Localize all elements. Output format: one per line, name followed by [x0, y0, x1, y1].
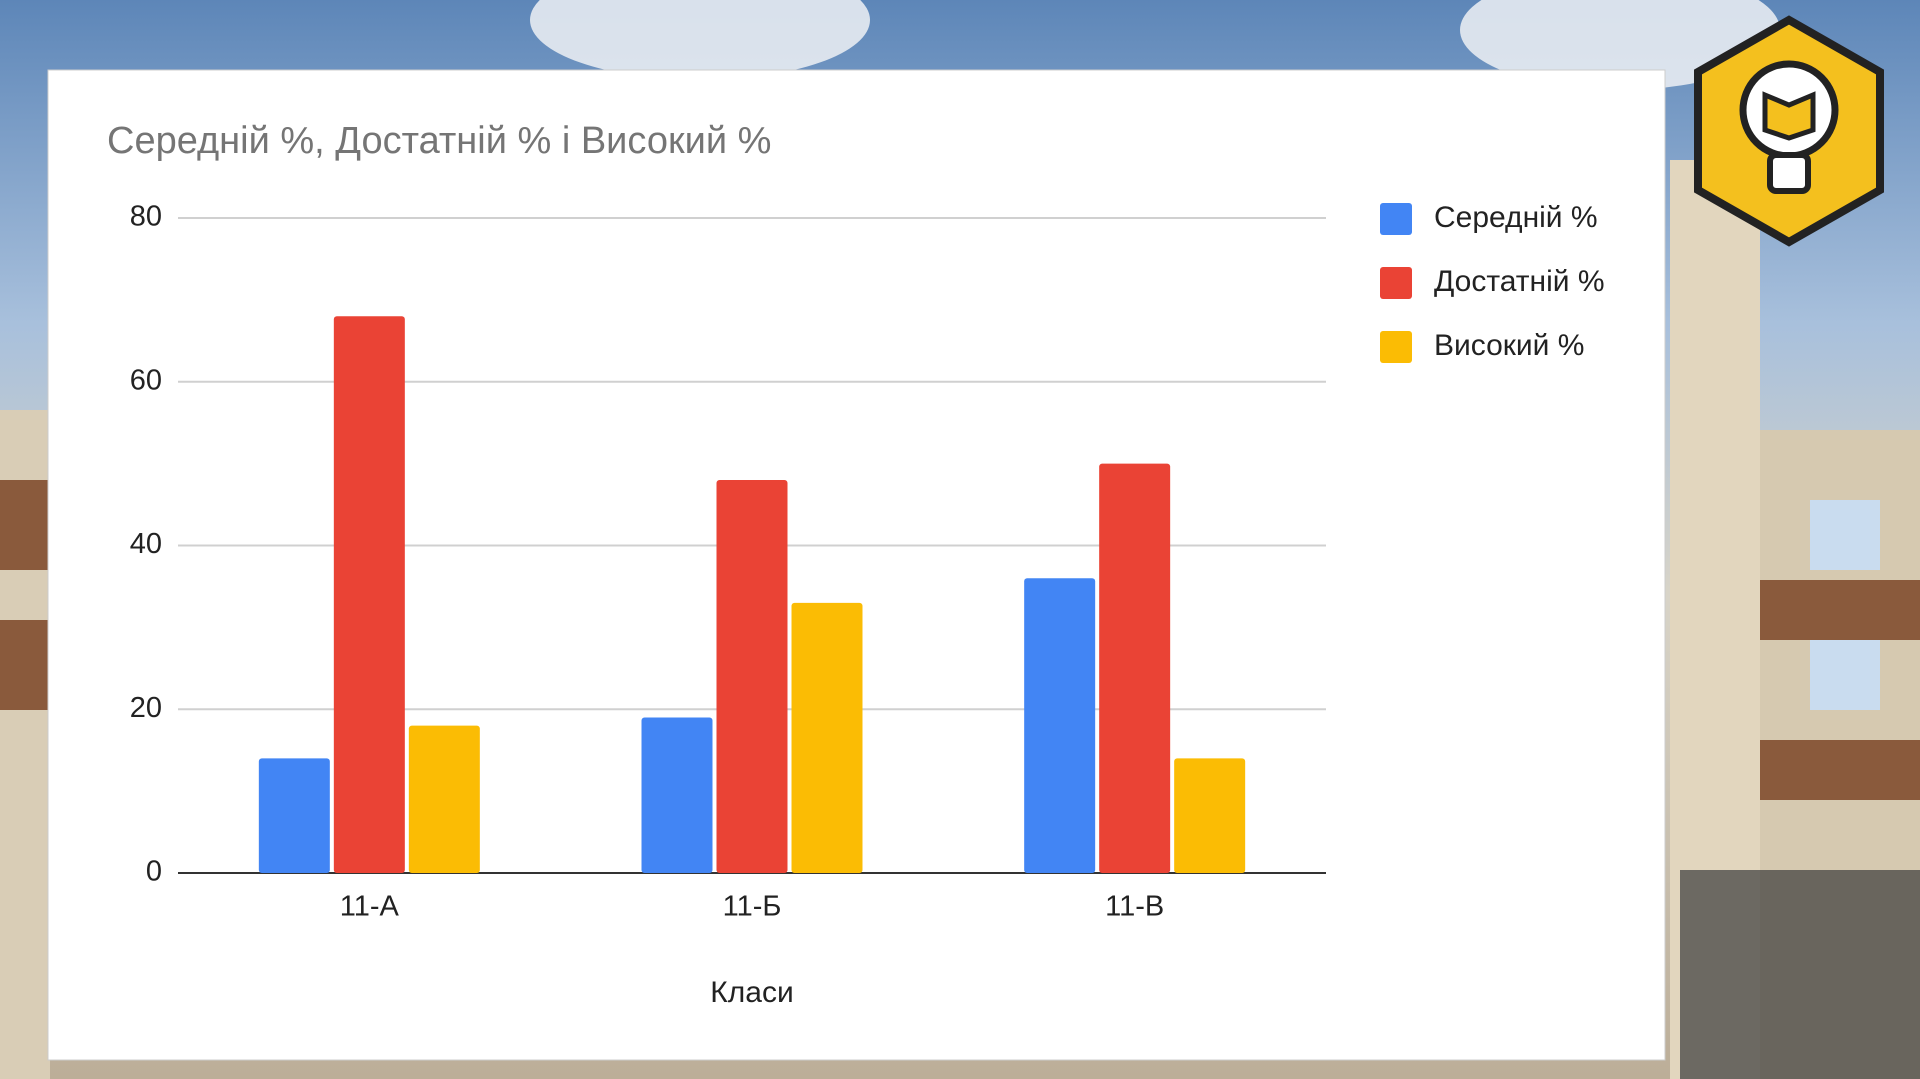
bar [791, 602, 863, 873]
bar [1024, 578, 1096, 873]
bar [408, 725, 480, 873]
legend-swatch [1380, 203, 1412, 235]
x-tick-label: 11-А [340, 891, 400, 923]
bar [716, 480, 788, 873]
y-tick-label: 80 [130, 201, 162, 233]
legend-swatch [1380, 267, 1412, 299]
logo [1694, 15, 1884, 247]
y-tick-label: 20 [130, 692, 162, 724]
bar [641, 717, 713, 873]
bar [258, 758, 330, 873]
bar [1174, 758, 1246, 873]
legend-label: Достатній % [1434, 265, 1605, 298]
y-tick-label: 0 [146, 856, 162, 888]
legend-swatch [1380, 331, 1412, 363]
legend-label: Середній % [1434, 201, 1598, 234]
y-tick-label: 40 [130, 528, 162, 560]
x-tick-label: 11-В [1105, 891, 1164, 923]
chart-title: Середній %, Достатній % і Високий % [107, 120, 771, 162]
x-tick-label: 11-Б [723, 891, 782, 923]
bar [1099, 463, 1171, 873]
x-axis-label: Класи [710, 976, 793, 1009]
y-tick-label: 60 [130, 364, 162, 396]
bar [333, 316, 405, 873]
legend-label: Високий % [1434, 329, 1584, 362]
